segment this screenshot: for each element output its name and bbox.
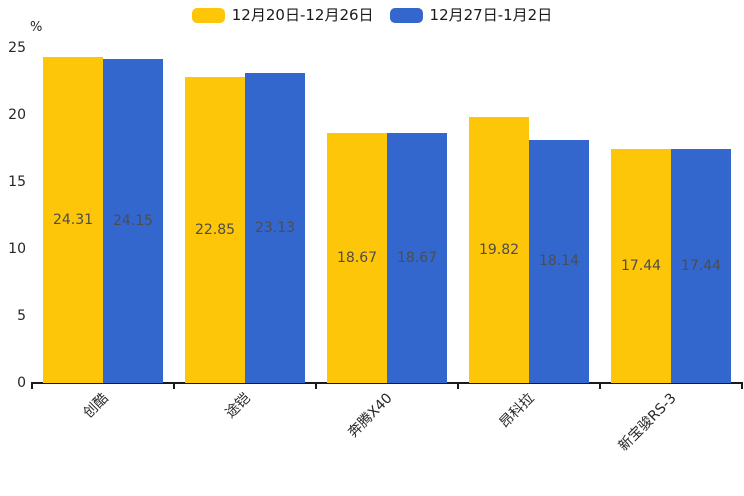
bar-创酷-series0: 24.31 <box>43 57 103 383</box>
bar-value-label: 17.44 <box>680 258 722 275</box>
legend-swatch-icon <box>389 8 423 23</box>
bar-奔腾X40-series0: 18.67 <box>327 132 387 383</box>
x-category-label: 新宝骏RS-3 <box>615 390 680 455</box>
bar-value-label: 18.67 <box>396 249 438 266</box>
bar-新宝骏RS-3-series1: 17.44 <box>671 149 731 383</box>
y-tick-label: 0 <box>17 375 26 391</box>
bar-奔腾X40-series1: 18.67 <box>387 132 447 383</box>
bar-value-label: 24.15 <box>112 213 154 230</box>
y-axis-unit-label: % <box>30 20 43 35</box>
x-axis-line <box>31 382 743 384</box>
legend-label: 12月20日-12月26日 <box>231 6 374 24</box>
bar-value-label: 24.31 <box>52 212 94 229</box>
bar-途铠-series1: 23.13 <box>245 73 305 383</box>
bar-value-label: 23.13 <box>254 220 296 237</box>
x-category-label: 昂科拉 <box>496 390 538 432</box>
x-category-label: 奔腾X40 <box>345 390 396 441</box>
x-tick-mark <box>741 384 743 389</box>
x-category-label: 途铠 <box>222 390 254 422</box>
x-tick-mark <box>315 384 317 389</box>
legend: 12月20日-12月26日 12月27日-1月2日 <box>0 8 744 23</box>
legend-swatch-icon <box>191 8 225 23</box>
bar-新宝骏RS-3-series0: 17.44 <box>611 149 671 383</box>
bar-value-label: 22.85 <box>194 221 236 238</box>
bar-创酷-series1: 24.15 <box>103 59 163 383</box>
y-tick-label: 25 <box>8 40 26 56</box>
y-tick-label: 10 <box>8 241 26 257</box>
legend-item-0: 12月20日-12月26日 <box>191 6 374 24</box>
bar-途铠-series0: 22.85 <box>185 76 245 383</box>
y-tick-label: 5 <box>17 308 26 324</box>
x-tick-mark <box>457 384 459 389</box>
bar-value-label: 17.44 <box>620 258 662 275</box>
bar-昂科拉-series1: 18.14 <box>529 139 589 383</box>
x-category-label: 创酷 <box>80 390 112 422</box>
bar-value-label: 19.82 <box>478 242 520 259</box>
bar-value-label: 18.67 <box>336 249 378 266</box>
legend-item-1: 12月27日-1月2日 <box>389 6 553 24</box>
legend-label: 12月27日-1月2日 <box>429 6 553 24</box>
y-tick-label: 15 <box>8 174 26 190</box>
y-tick-label: 20 <box>8 107 26 123</box>
x-tick-mark <box>173 384 175 389</box>
x-tick-mark <box>31 384 33 389</box>
x-tick-mark <box>599 384 601 389</box>
bar-value-label: 18.14 <box>538 253 580 270</box>
bar-昂科拉-series0: 19.82 <box>469 117 529 383</box>
